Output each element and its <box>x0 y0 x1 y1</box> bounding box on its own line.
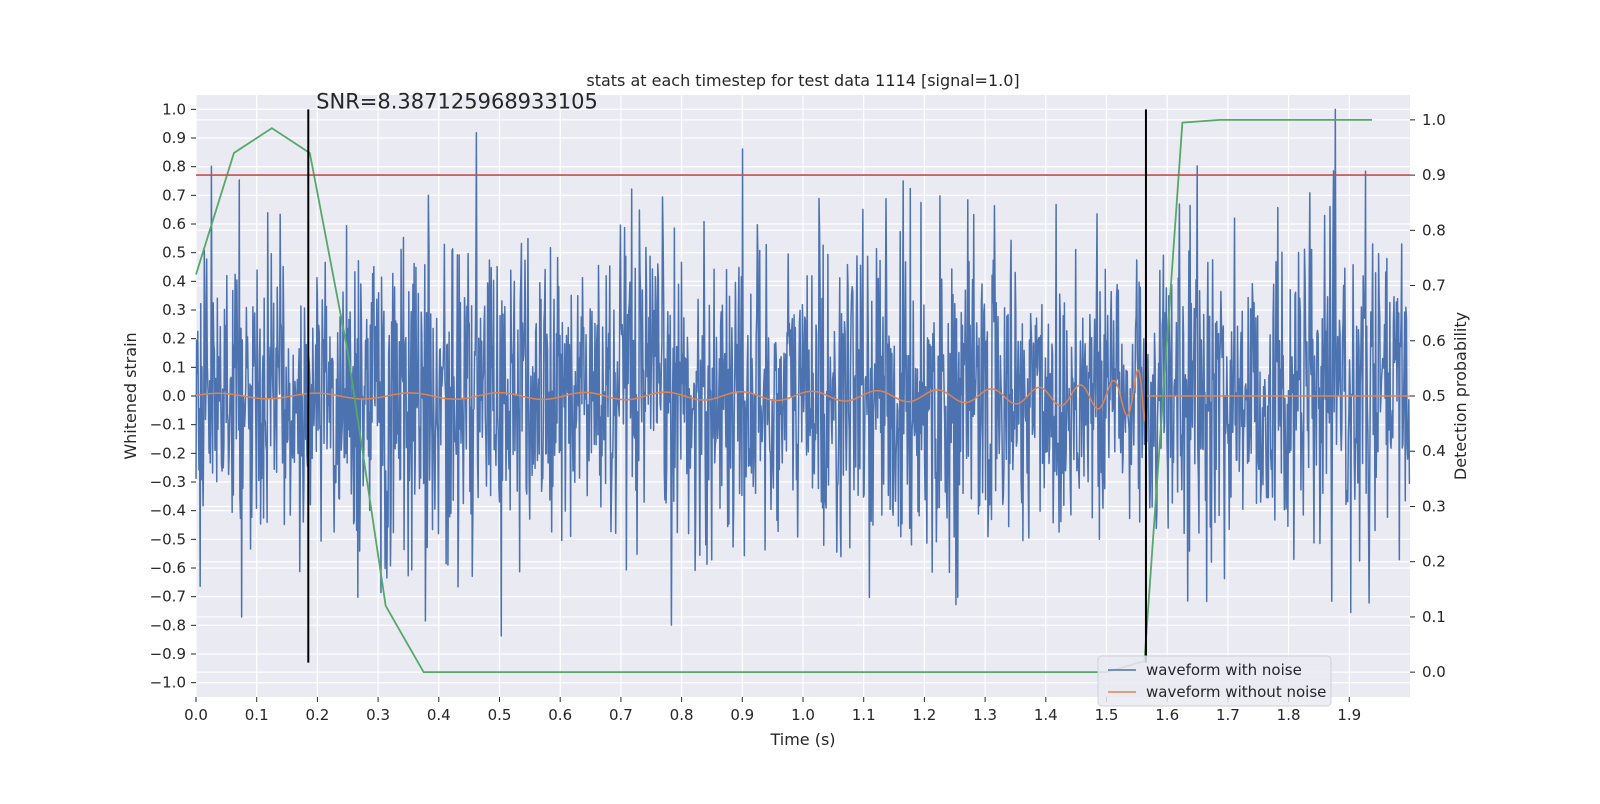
overlay-layer <box>196 109 1410 663</box>
y-tick-label: −0.2 <box>150 444 186 462</box>
snr-annotation: SNR=8.387125968933105 <box>316 89 598 113</box>
x-tick-label: 1.9 <box>1337 706 1361 724</box>
y-tick-label: 0.6 <box>162 215 186 233</box>
y-tick-label: 0.0 <box>162 387 186 405</box>
x-tick-label: 0.3 <box>366 706 390 724</box>
y2-axis-label: Detection probability <box>1451 312 1470 480</box>
y-tick-label: −0.7 <box>150 588 186 606</box>
x-tick-label: 0.9 <box>730 706 754 724</box>
legend-box <box>1097 655 1332 707</box>
x-tick-label: 1.4 <box>1034 706 1058 724</box>
y2-tick-label: 0.7 <box>1422 277 1446 295</box>
y-tick-label: −0.5 <box>150 530 186 548</box>
x-tick-label: 1.6 <box>1155 706 1179 724</box>
y2-tick-label: 0.1 <box>1422 608 1446 626</box>
x-axis-label: Time (s) <box>769 730 835 749</box>
y-tick-label: 0.4 <box>162 272 186 290</box>
x-tick-label: 0.7 <box>609 706 633 724</box>
y2-tick-label: 0.6 <box>1422 332 1446 350</box>
x-tick-label: 1.7 <box>1216 706 1240 724</box>
x-tick-label: 0.6 <box>548 706 572 724</box>
series-line-detection-probability <box>195 118 1373 674</box>
x-tick-label: 0.8 <box>670 706 694 724</box>
x-tick-label: 0.2 <box>305 706 329 724</box>
y2-tick-label: 0.3 <box>1422 497 1446 515</box>
y2-tick-label: 0.9 <box>1422 166 1446 184</box>
y-tick-label: 0.3 <box>162 301 186 319</box>
x-tick-label: 1.2 <box>912 706 936 724</box>
axes: 0.0 0.1 0.2 0.3 0.4 0.5 0.6 0.7 0.8 0.9 1.0 1.1 1.2 1… <box>150 100 1446 724</box>
x-tick-label: 0.1 <box>245 706 269 724</box>
y-tick-label: −0.6 <box>150 559 186 577</box>
x-tick-label: 1.8 <box>1277 706 1301 724</box>
y-tick-label: 0.9 <box>162 129 186 147</box>
y2-tick-label: 0.5 <box>1422 387 1446 405</box>
series-line-waveform-with-noise <box>195 108 1411 637</box>
x-tick-label: 0.0 <box>184 706 208 724</box>
y-tick-label: 0.5 <box>162 244 186 262</box>
x-tick-label: 1.5 <box>1095 706 1119 724</box>
y2-tick-label: 0.2 <box>1422 553 1446 571</box>
x-tick-label: 1.0 <box>791 706 815 724</box>
y-tick-label: −0.3 <box>150 473 186 491</box>
y2-tick-label: 0.8 <box>1422 221 1446 239</box>
x-tick-label: 1.1 <box>852 706 876 724</box>
x-tick-label: 0.4 <box>427 706 451 724</box>
y2-tick-label: 0.0 <box>1422 663 1446 681</box>
y-tick-label: −0.1 <box>150 416 186 434</box>
y-tick-label: 0.1 <box>162 358 186 376</box>
y-tick-label: 0.8 <box>162 158 186 176</box>
y-tick-label: −1.0 <box>150 674 186 692</box>
x-tick-label: 0.5 <box>488 706 512 724</box>
y-axis-label: Whitened strain <box>121 332 140 459</box>
y-tick-label: 1.0 <box>162 100 186 118</box>
y2-tick-label: 0.4 <box>1422 442 1446 460</box>
series-line-waveform-without-noise <box>195 369 1410 422</box>
y-tick-label: −0.8 <box>150 616 186 634</box>
y-tick-label: 0.2 <box>162 330 186 348</box>
y-tick-label: −0.4 <box>150 502 186 520</box>
y-tick-label: −0.9 <box>150 645 186 663</box>
legend: waveform with noise waveform without nois… <box>1097 655 1332 707</box>
legend-label: waveform with noise <box>1146 661 1302 679</box>
y-tick-label: 0.7 <box>162 186 186 204</box>
x-tick-label: 1.3 <box>973 706 997 724</box>
y2-tick-label: 1.0 <box>1422 111 1446 129</box>
chart-title: stats at each timestep for test data 111… <box>586 71 1019 90</box>
legend-label: waveform without noise <box>1146 683 1326 701</box>
series-layer <box>195 108 1411 674</box>
